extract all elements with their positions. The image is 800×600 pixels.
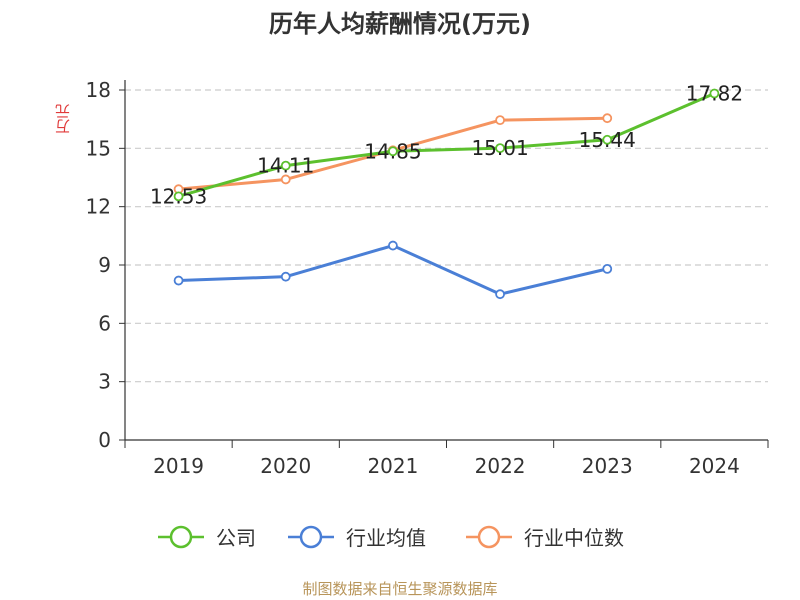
x-tick-label: 2021 — [367, 454, 418, 478]
data-point — [280, 174, 291, 185]
axes: 0 3 6 9 12 15 18 2019 2020 2021 2022 2023 2024 — [86, 78, 769, 478]
legend-label: 行业中位数 — [524, 526, 624, 550]
legend-marker — [169, 525, 193, 549]
data-label: 15.01 — [471, 136, 528, 160]
legend-label: 行业均值 — [346, 526, 426, 550]
legend-label: 公司 — [216, 526, 256, 550]
y-tick-label: 9 — [98, 253, 111, 277]
legend-marker — [477, 525, 501, 549]
x-tick-label: 2022 — [475, 454, 526, 478]
data-point — [602, 134, 613, 145]
data-label: 15.44 — [579, 128, 636, 152]
data-point — [173, 191, 184, 202]
data-point — [495, 115, 505, 126]
data-point — [495, 289, 505, 300]
y-tick-label: 3 — [98, 370, 111, 394]
y-tick-label: 15 — [86, 136, 111, 160]
data-point — [602, 113, 613, 124]
series-line-0 — [178, 92, 716, 198]
series-group — [173, 88, 720, 300]
data-point — [495, 143, 505, 154]
y-tick-label: 0 — [98, 428, 111, 452]
data-point — [280, 271, 291, 282]
series-line-1 — [178, 244, 608, 296]
source-note: 制图数据来自恒生聚源数据库 — [302, 580, 498, 598]
data-label: 14.85 — [364, 139, 421, 163]
data-label: 14.11 — [257, 154, 314, 178]
y-tick-label: 18 — [86, 78, 111, 102]
data-point — [388, 240, 398, 251]
x-tick-label: 2024 — [689, 454, 740, 478]
legend-marker — [299, 525, 323, 549]
data-label: 12.53 — [150, 184, 207, 208]
x-tick-label: 2020 — [260, 454, 311, 478]
data-point — [709, 88, 720, 99]
x-tick-label: 2019 — [153, 454, 204, 478]
data-labels: 12.53 14.11 14.85 15.01 15.44 17.82 — [150, 82, 743, 209]
data-point — [280, 160, 291, 171]
data-label: 17.82 — [686, 82, 743, 106]
y-tick-label: 6 — [98, 311, 111, 335]
x-tick-label: 2023 — [582, 454, 633, 478]
data-point — [602, 263, 613, 274]
data-point — [388, 146, 398, 157]
legend: 公司 行业均值 行业中位数 — [158, 525, 624, 550]
chart-title: 历年人均薪酬情况(万元) — [269, 10, 531, 38]
data-point — [173, 275, 184, 286]
y-tick-label: 12 — [86, 195, 111, 219]
